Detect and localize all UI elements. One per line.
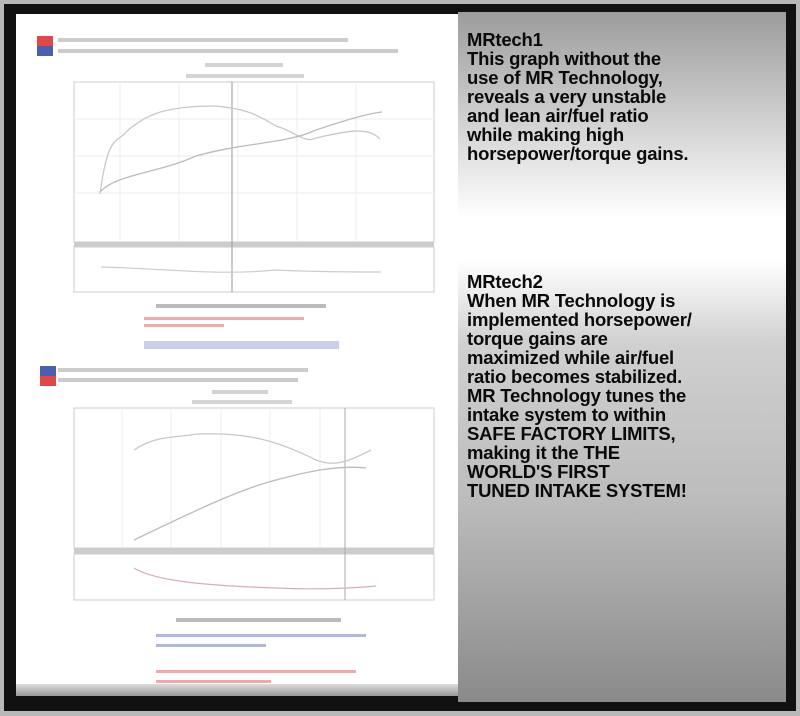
text-line: use of MR Technology, <box>467 67 663 88</box>
run-note-red <box>156 680 271 683</box>
text-line: implemented horsepower/ <box>467 309 692 330</box>
text-line: maximized while air/fuel <box>467 347 674 368</box>
afr-plot-area <box>73 553 435 601</box>
text-line: WORLD'S FIRST <box>467 461 610 482</box>
run-info-line <box>58 49 398 53</box>
run-note-red <box>144 317 304 320</box>
text-line: reveals a very unstable <box>467 86 667 107</box>
legend-swatch-red <box>37 36 53 46</box>
run-note-red <box>144 324 224 327</box>
text-line: making it the THE <box>467 442 620 463</box>
plot-area <box>73 407 435 549</box>
text-line: and lean air/fuel ratio <box>467 105 649 126</box>
mrtech2-title: MRtech2 <box>467 271 543 292</box>
torque-curve <box>133 466 367 541</box>
dyno-charts-illustration <box>37 36 435 683</box>
text-line: When MR Technology is <box>467 290 676 311</box>
afr-curve <box>100 266 382 273</box>
afr-plot-area <box>73 246 435 293</box>
text-line: SAFE FACTORY LIMITS, <box>467 423 676 444</box>
legend-swatch-blue <box>40 366 56 376</box>
mrtech1-text: MRtech1 This graph without the use of MR… <box>467 29 689 164</box>
chart-title-line <box>192 400 292 404</box>
text-line: This graph without the <box>467 48 661 69</box>
separator-bar <box>74 242 434 247</box>
text-line: ratio becomes stabilized. <box>467 366 683 387</box>
chart-caption <box>156 304 326 308</box>
run-note-blue <box>156 644 266 647</box>
chart-title-line <box>205 63 283 67</box>
chart-title-line <box>186 74 304 78</box>
run-info-line <box>58 378 298 382</box>
text-line: horsepower/torque gains. <box>467 143 689 164</box>
panel-bottom-edge <box>16 684 458 696</box>
mrtech1-title: MRtech1 <box>467 29 543 50</box>
dyno-chart-2 <box>40 366 435 683</box>
dyno-charts-panel <box>16 14 458 696</box>
mrtech2-text: MRtech2 When MR Technology is implemente… <box>467 272 692 500</box>
grid <box>74 82 434 284</box>
text-line: while making high <box>467 124 624 145</box>
legend-swatch-blue <box>37 46 53 56</box>
separator-bar <box>74 548 434 554</box>
run-note-red <box>156 670 356 673</box>
run-note-blue <box>156 634 366 637</box>
plot-area <box>73 81 435 243</box>
torque-curve <box>99 111 383 193</box>
horsepower-curve <box>133 433 372 464</box>
text-line: torque gains are <box>467 328 608 349</box>
dyno-chart-1 <box>37 36 435 349</box>
chart-caption <box>176 618 341 622</box>
text-line: MR Technology tunes the <box>467 385 687 406</box>
run-info-line <box>58 368 308 372</box>
description-panel: MRtech1 This graph without the use of MR… <box>458 12 786 702</box>
text-line: intake system to within <box>467 404 666 425</box>
run-note-blue <box>144 341 339 349</box>
text-line: TUNED INTAKE SYSTEM! <box>467 480 687 501</box>
legend-swatch-red <box>40 376 56 386</box>
horsepower-curve <box>99 105 381 195</box>
chart-title-line <box>212 390 268 394</box>
run-info-line <box>58 38 348 42</box>
afr-curve <box>133 567 377 590</box>
